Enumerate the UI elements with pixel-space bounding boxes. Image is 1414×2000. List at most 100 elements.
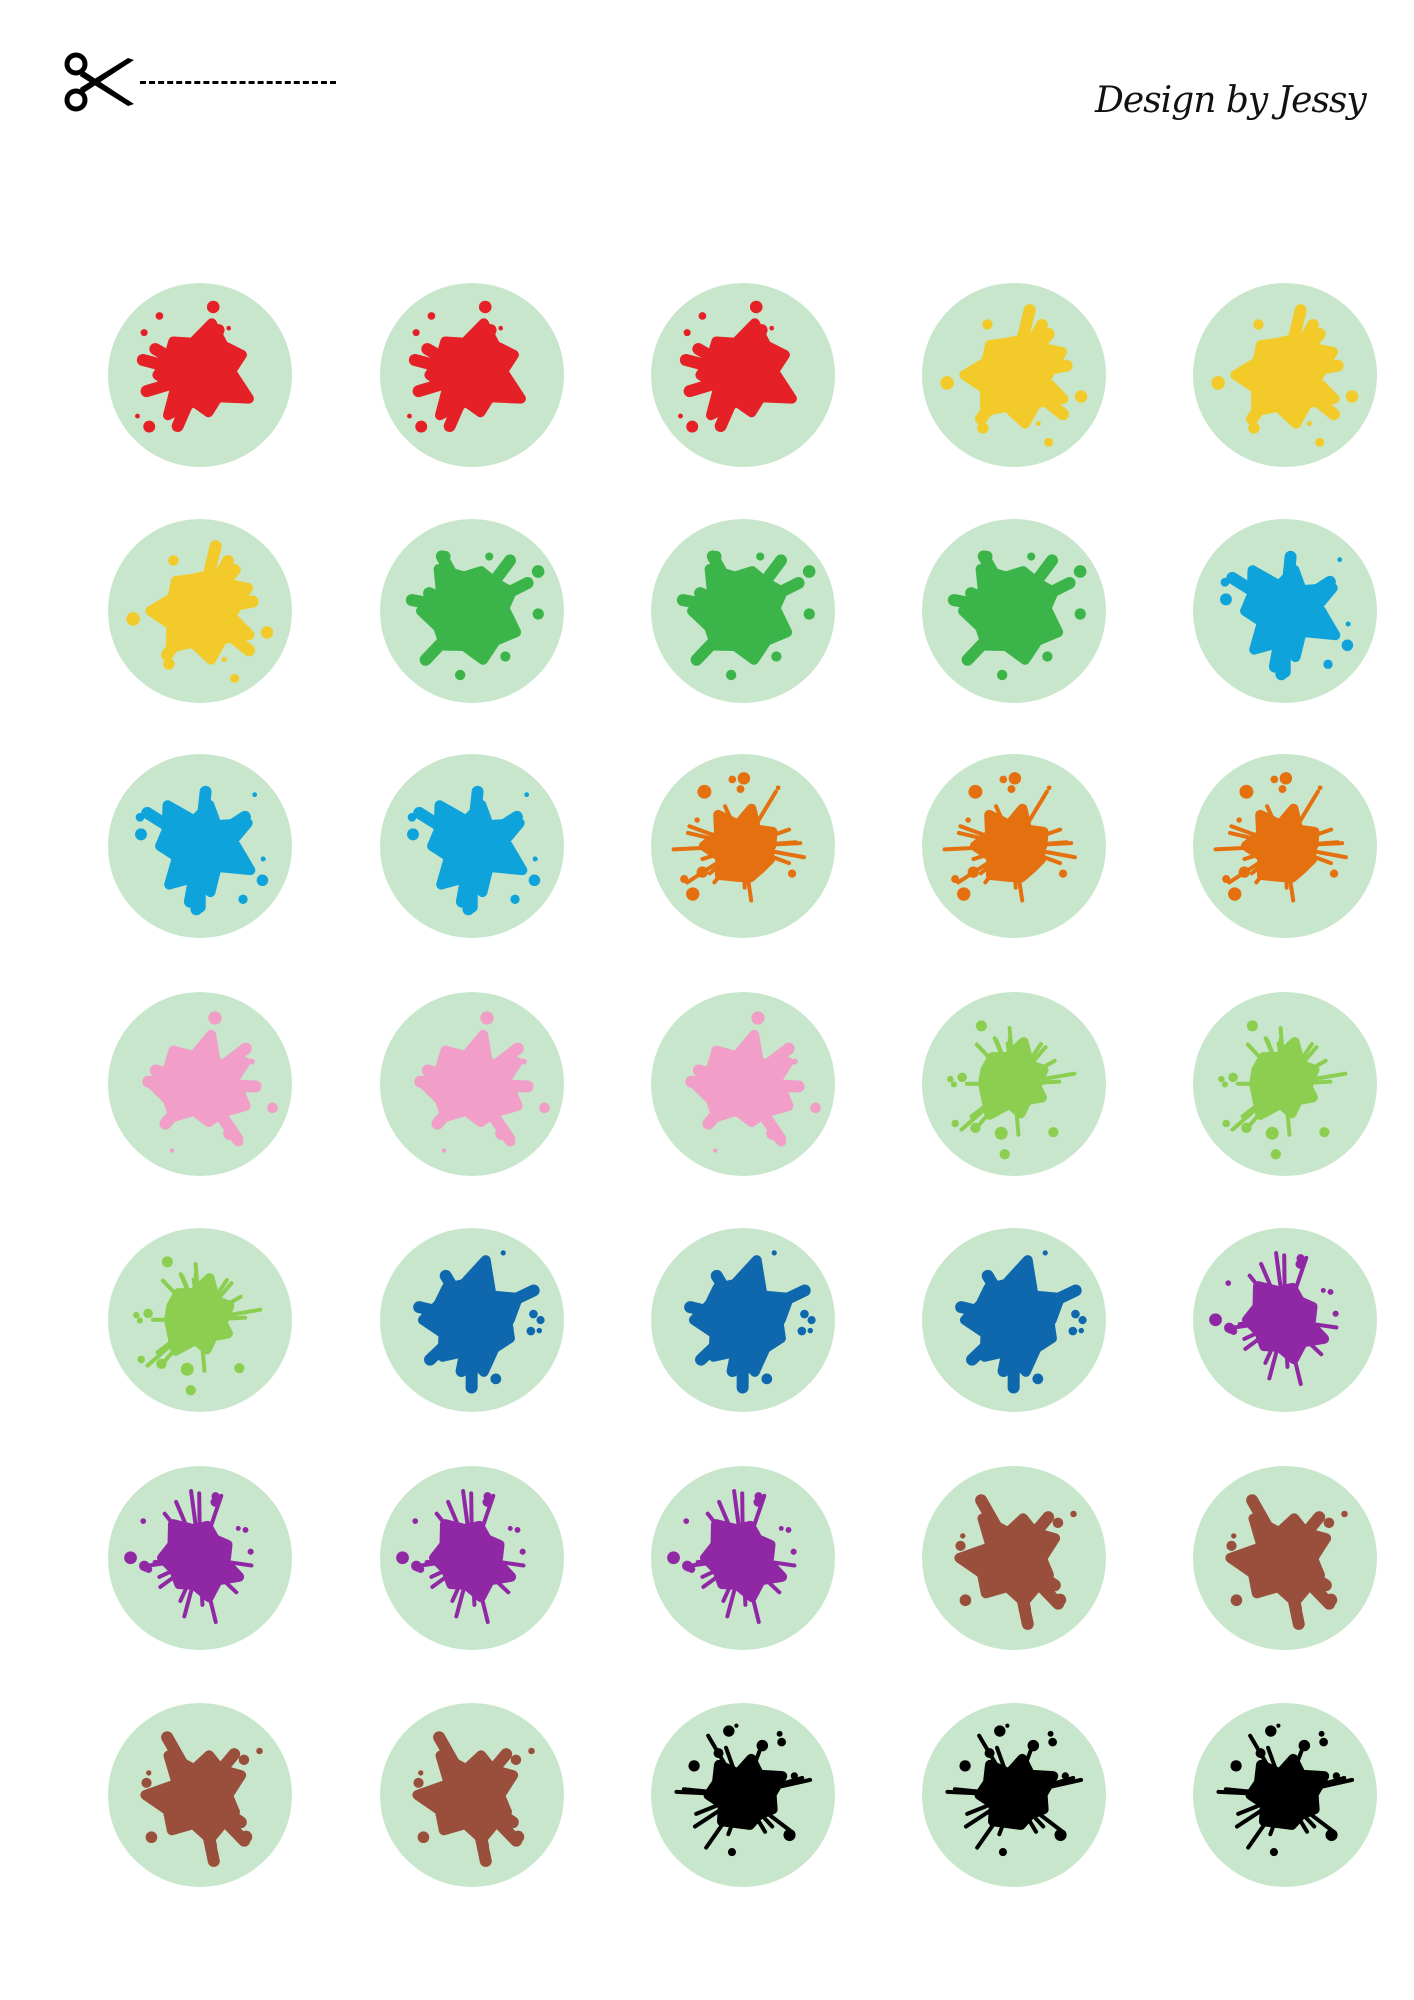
splat-arm [419, 625, 459, 666]
splat-arm [744, 867, 754, 903]
splat-arm [454, 1579, 468, 1619]
splat-droplet [495, 1127, 508, 1140]
sticker-purple-splat [1193, 1228, 1377, 1412]
splat-droplet [145, 1831, 158, 1844]
splat-arm [443, 395, 467, 433]
splat-droplet [208, 1011, 222, 1025]
splat-arm [765, 1284, 811, 1313]
splat-arm [955, 1301, 989, 1319]
splat-droplet [777, 1737, 786, 1747]
splat-arm [1031, 1567, 1061, 1592]
splat-arm [700, 851, 723, 862]
splat-droplet [771, 1250, 777, 1256]
splat-arm [764, 848, 806, 860]
splat-arm [1301, 387, 1340, 421]
sticker-brown-splat [380, 1703, 564, 1887]
scissors-icon [64, 52, 134, 112]
splat-arm [692, 1789, 722, 1796]
splat-droplet [1238, 866, 1250, 878]
splat-droplet [728, 775, 737, 784]
splat-droplet [982, 319, 993, 330]
splat-arm [1242, 851, 1265, 862]
splat-arm [462, 868, 477, 916]
designer-credit: Design by Jessy [1095, 80, 1367, 121]
splat-droplet [247, 1548, 254, 1555]
splat-arm [958, 824, 994, 840]
splat-arm [471, 323, 487, 353]
splat-droplet [975, 1020, 987, 1032]
sticker-purple-splat [108, 1466, 292, 1650]
splat-arm [141, 806, 182, 837]
splat-droplet [776, 1137, 787, 1147]
splat-droplet [137, 1355, 145, 1364]
splat-droplet [713, 1148, 718, 1153]
splat-droplet [1319, 1737, 1328, 1747]
splat-droplet [1008, 772, 1022, 785]
splat-droplet [141, 1777, 152, 1788]
splat-droplet [1054, 1828, 1067, 1842]
splat-droplet [483, 1492, 492, 1501]
splat-arm [1306, 1777, 1355, 1792]
splat-arm [446, 1499, 465, 1538]
splat-droplet [1327, 1289, 1334, 1295]
splat-droplet [951, 1119, 959, 1128]
splat-droplet [778, 1525, 784, 1531]
splat-droplet [143, 420, 156, 433]
splat-droplet [417, 1831, 430, 1844]
splat-arm [1243, 1332, 1268, 1351]
sticker-orange-splat [922, 754, 1106, 938]
splat-droplet [1241, 1122, 1252, 1134]
splat-droplet [1226, 1540, 1237, 1551]
splat-droplet [1070, 1510, 1077, 1518]
splat-arm [196, 785, 212, 824]
splat-arm [1265, 804, 1278, 827]
splat-droplet [1239, 784, 1254, 799]
splat-arm [1246, 1494, 1277, 1539]
splat-arm [1012, 867, 1018, 890]
splat-droplet [490, 1373, 502, 1385]
splat-droplet [678, 413, 683, 419]
splat-arm [1033, 576, 1076, 605]
splat-droplet [427, 312, 436, 320]
splat-arm [1026, 328, 1055, 360]
splat-droplet [248, 1058, 255, 1065]
splat-arm [1230, 1097, 1269, 1132]
splat-arm [421, 343, 454, 367]
splat-arm [146, 1559, 179, 1568]
splat-droplet [156, 1350, 162, 1356]
splat-droplet [1058, 869, 1068, 878]
splat-droplet [168, 555, 179, 566]
splat-arm [1248, 1100, 1272, 1127]
splat-droplet [511, 1830, 525, 1844]
splat-arm [145, 1333, 184, 1368]
splat-arm [199, 1817, 220, 1867]
splat-arm [200, 1341, 207, 1373]
splat-arm [494, 1284, 540, 1313]
splat-droplet [1222, 1119, 1230, 1128]
sticker-cyan-splat [1193, 519, 1377, 703]
splat-droplet [1005, 1723, 1010, 1728]
splat-droplet [977, 422, 989, 434]
sticker-lime-splat [108, 1228, 292, 1412]
sticker-black-splat [1193, 1703, 1377, 1887]
splat-arm [1035, 1777, 1084, 1792]
splat-droplet [514, 1527, 521, 1533]
splat-droplet [478, 300, 492, 314]
splat-droplet [135, 812, 145, 822]
splat-droplet [734, 1723, 739, 1728]
splat-arm [161, 628, 189, 661]
splat-arm [424, 1335, 455, 1366]
splat-arm [1305, 827, 1334, 840]
splat-arm [433, 1731, 464, 1776]
splat-arm [1035, 848, 1077, 860]
splat-arm [714, 395, 738, 433]
splat-arm [1268, 1815, 1279, 1837]
splat-droplet [1046, 785, 1052, 791]
splat-arm [1246, 392, 1274, 425]
splat-arm [702, 1099, 731, 1130]
splat-droplet [970, 1114, 976, 1120]
splat-arm [471, 1817, 492, 1867]
splat-droplet [749, 300, 763, 314]
splat-droplet [683, 329, 691, 337]
splat-droplet [413, 1777, 424, 1788]
